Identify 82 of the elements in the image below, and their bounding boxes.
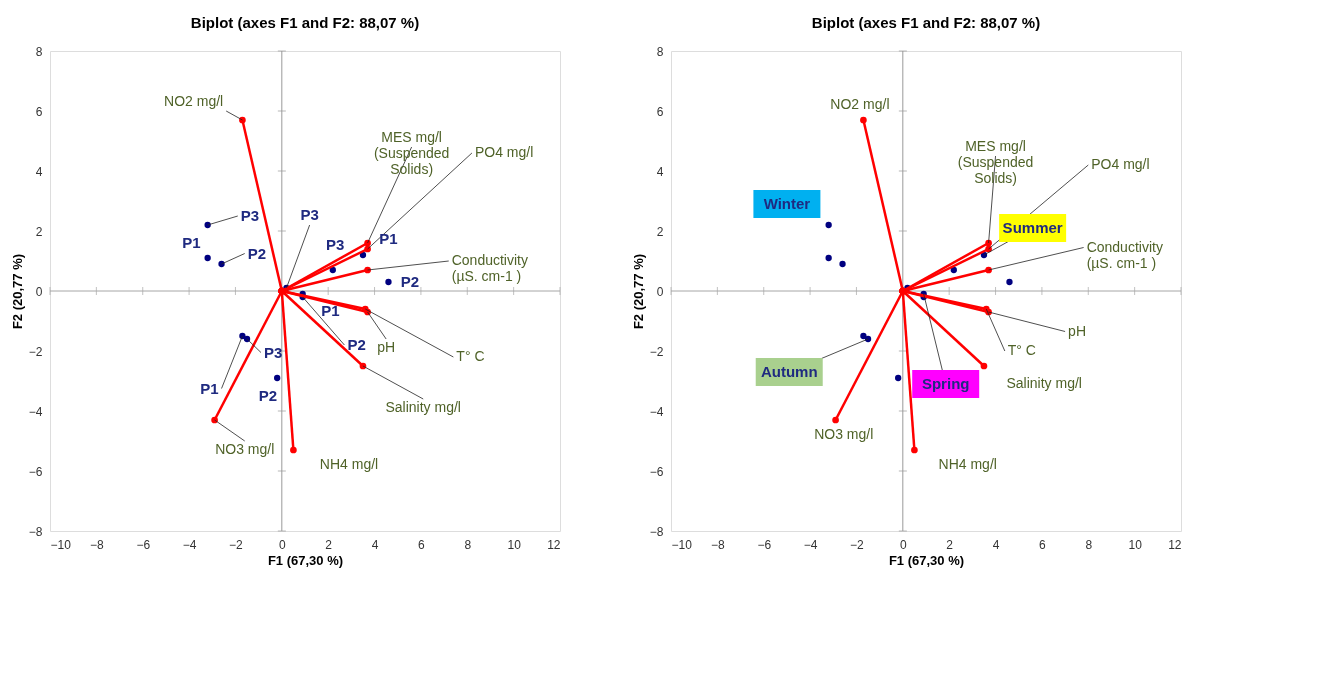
annotation: P3 [240,207,260,224]
annotation: P1 [200,379,219,397]
text: pH [1068,322,1086,339]
annotation: P1 [321,301,340,319]
text: PO4 mg/l [1091,156,1150,172]
x-tick-label: 12 [547,537,561,552]
annotation: Summer [1002,219,1063,236]
y-tick-label: 8 [656,44,664,59]
chart-title: Biplot (axes F1 and F2: 88,07 %) [811,14,1041,31]
series-label: pH [377,339,396,355]
text: T° C [1007,342,1036,358]
x-tick-label: 2 [325,537,333,552]
text: Conductivity (µS. cm-1 ) [1086,238,1163,271]
annotation: Winter [763,195,811,212]
x-tick-label: 4 [992,537,1000,552]
x-tick-label: −2 [229,537,244,552]
y-tick-label: 8 [35,44,43,59]
y-axis-title: F2 (20,77 %) [630,253,646,330]
annotation: P3 [325,235,345,253]
text: MES mg/l (Suspended Solids) [373,129,450,177]
y-tick-label: −2 [28,344,43,359]
text: T° C [456,348,485,364]
text: Salinity mg/l [385,399,461,415]
series-label: NO3 mg/l [215,441,275,457]
text: Conductivity (µS. cm-1 ) [451,252,528,284]
y-tick-label: −4 [649,404,664,419]
y-tick-label: −6 [649,464,664,479]
x-tick-label: −2 [850,537,865,552]
x-tick-label: −4 [803,537,818,552]
series-label: NO2 mg/l [830,96,890,112]
x-tick-label: 0 [278,537,286,552]
annotation: P2 [258,387,278,404]
x-tick-label: 6 [1039,537,1047,552]
series-label: NH4 mg/l [319,456,379,472]
x-axis-title: F1 (67,30 %) [267,552,344,568]
x-tick-label: −6 [757,537,772,552]
text: MES mg/l (Suspended Solids) [957,138,1034,186]
y-tick-label: −8 [649,524,664,539]
annotation: P2 [247,244,267,262]
x-tick-label: 8 [464,537,472,552]
text: PO4 mg/l [474,144,534,160]
y-tick-label: 4 [656,164,664,179]
x-tick-label: 6 [418,537,426,552]
x-tick-label: −8 [90,537,105,552]
chart-title: Biplot (axes F1 and F2: 88,07 %) [190,14,420,31]
y-tick-label: −8 [28,524,43,539]
x-tick-label: −8 [711,537,726,552]
y-tick-label: −2 [649,344,664,359]
y-tick-label: 2 [656,224,664,239]
x-tick-label: 8 [1085,537,1093,552]
annotation: P1 [379,229,398,247]
y-tick-label: 4 [35,164,43,179]
series-label: NO2 mg/l [164,93,224,109]
y-tick-label: −4 [28,404,43,419]
x-axis-title: F1 (67,30 %) [888,552,965,568]
annotation: P3 [300,206,319,223]
x-tick-label: −10 [50,537,72,552]
y-tick-label: 2 [35,224,43,239]
annotation: P1 [182,234,201,251]
annotation: P2 [347,336,366,353]
series-label: NH4 mg/l [938,456,997,472]
x-tick-label: 10 [507,537,522,552]
annotation: P2 [400,273,420,290]
x-tick-label: 0 [899,537,907,552]
x-tick-label: 10 [1128,537,1143,552]
annotation: Autumn [760,363,818,380]
y-axis-title: F2 (20,77 %) [9,253,25,330]
annotation: Spring [921,375,970,392]
y-tick-label: 0 [35,284,43,299]
y-tick-label: −6 [28,464,43,479]
y-tick-label: 6 [35,104,43,119]
series-label: NO3 mg/l [814,426,874,442]
x-tick-label: −4 [182,537,197,552]
y-tick-label: 6 [656,104,664,119]
x-tick-label: 4 [371,537,379,552]
y-tick-label: 0 [656,284,664,299]
x-tick-label: −10 [671,537,693,552]
x-tick-label: 2 [946,537,954,552]
series-label: Salinity mg/l [1006,375,1082,391]
x-tick-label: 12 [1168,537,1182,552]
x-tick-label: −6 [136,537,151,552]
annotation: P3 [263,343,283,361]
